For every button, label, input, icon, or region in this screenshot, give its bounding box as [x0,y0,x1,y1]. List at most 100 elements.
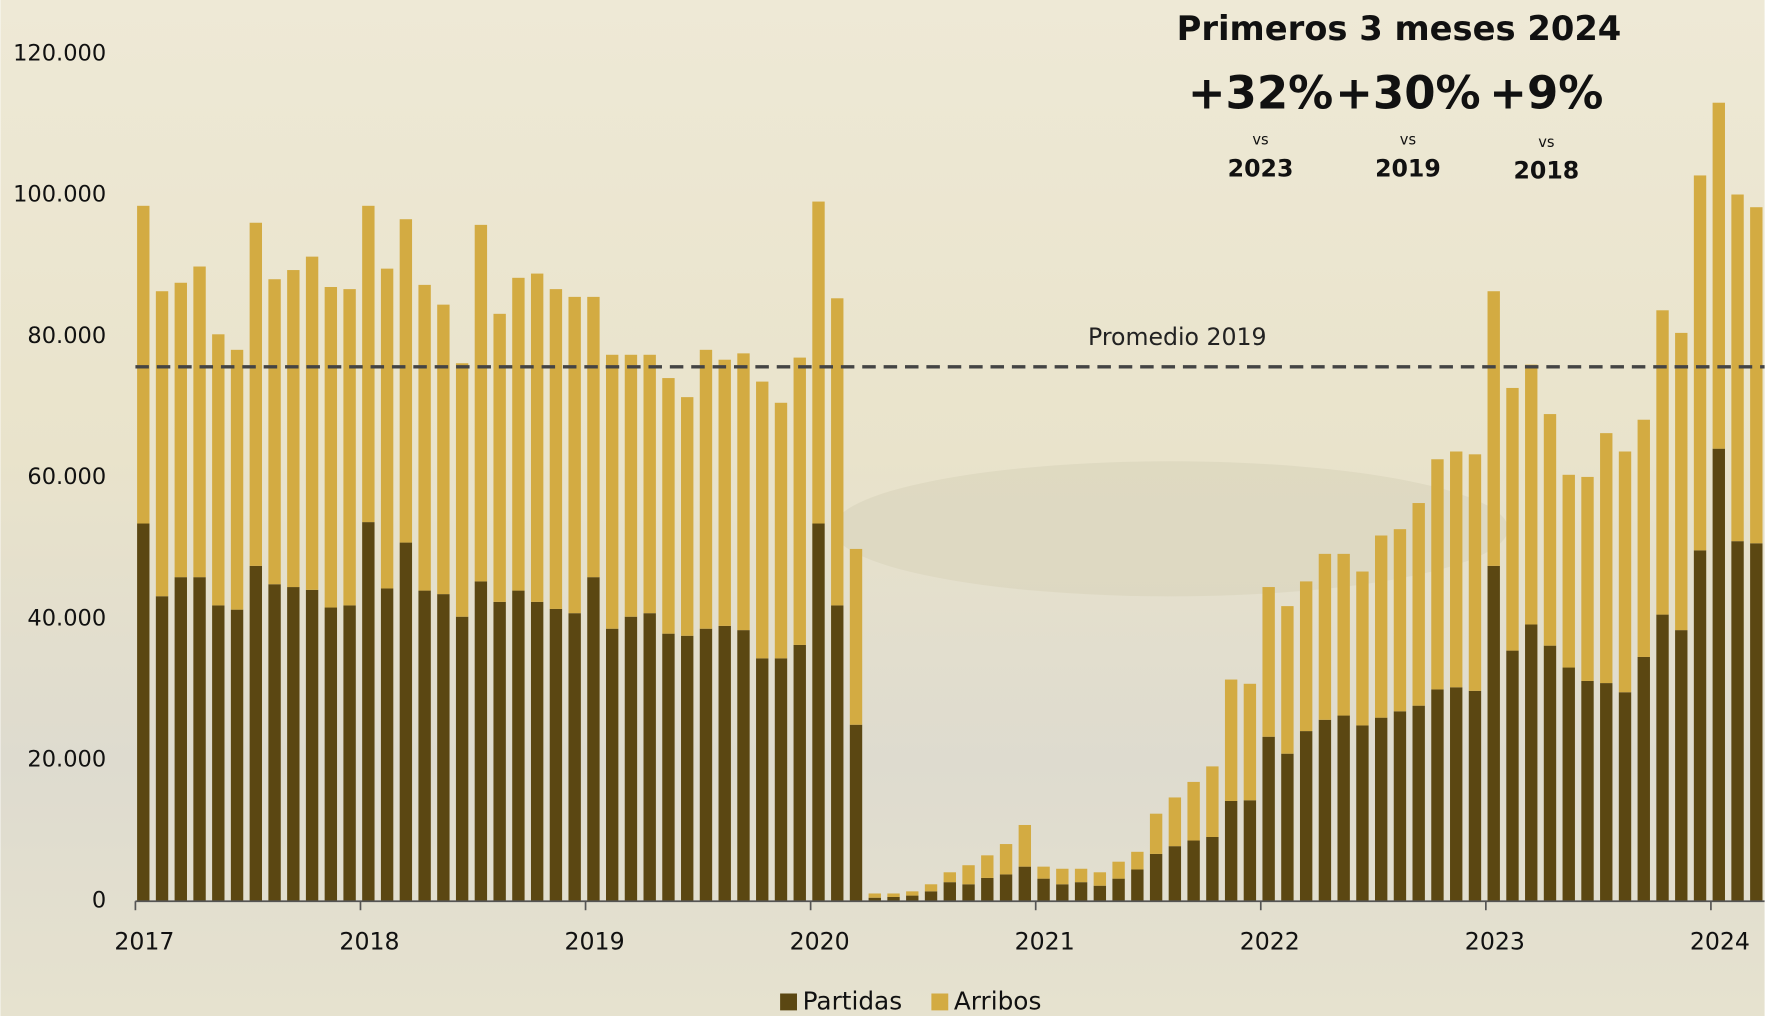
x-tick-label: 2022 [1240,927,1300,955]
y-tick-label: 60.000 [27,464,106,490]
bar-segment [137,523,150,902]
y-tick-label: 20.000 [27,747,106,773]
bar-segment [981,855,994,878]
bar-segment [812,523,825,902]
y-tick-label: 120.000 [13,41,106,67]
bar-segment [681,635,694,902]
bar-segment [1506,387,1519,651]
x-tick-label: 2021 [1015,927,1075,955]
bar-segment [287,270,300,588]
bar-segment [437,594,450,902]
annotation-change: +30% [1335,67,1480,120]
bar-segment [549,289,563,609]
bar-segment [1656,310,1669,615]
bar-segment [699,628,713,902]
bar-segment [1224,800,1238,902]
bar-segment [530,273,544,602]
bar-segment [155,596,169,902]
bar-segment [305,589,319,902]
bar-segment [380,588,394,902]
bar-segment [399,219,413,543]
bar-segment [1562,474,1575,668]
annotation-vs: vs [1400,132,1416,149]
bar-segment [1393,529,1407,712]
bar-segment [418,590,431,902]
bar-segment [793,357,806,645]
bar-segment [212,605,225,902]
bar-segment [962,884,975,902]
reference-label: Promedio 2019 [1088,323,1267,351]
bar-segment [774,402,788,659]
legend-label: Arribos [954,986,1041,1015]
annotation-title: Primeros 3 meses 2024 [1177,9,1622,48]
bar-segment [887,893,900,897]
bar-segment [1168,846,1182,902]
bar-segment [362,205,375,523]
bar-segment [1356,725,1369,902]
bar-segment [1431,689,1444,902]
bar-segment [1618,451,1632,693]
bar-segment [1149,853,1163,902]
bar-segment [1037,878,1050,902]
bar-segment [831,605,844,902]
bar-segment [1675,630,1688,902]
bar-segment [437,304,450,595]
annotation-change: +9% [1489,67,1603,120]
bar-segment [1018,824,1032,867]
bar-segment [324,286,338,608]
bar-segment [1299,731,1313,902]
bar-segment [868,893,881,898]
bar-segment [1281,606,1294,754]
bar-segment [305,256,319,590]
bar-segment [718,359,731,626]
annotation-year: 2018 [1513,157,1579,185]
bar-segment [1487,565,1500,902]
bar-segment [906,891,919,896]
bar-segment [1131,851,1144,870]
bar-segment [493,313,506,602]
bar-segment [512,277,525,591]
bar-segment [1037,866,1050,879]
bar-segment [287,587,300,902]
bar-segment [343,289,356,606]
annotation-year: 2019 [1375,154,1441,182]
bar-segment [174,577,187,902]
bar-segment [212,334,225,606]
bar-segment [662,633,675,902]
bar-segment [831,298,844,606]
bar-segment [1693,175,1707,551]
bar-segment [1187,840,1200,902]
bar-segment [943,872,956,883]
bar-segment [1243,683,1257,801]
bar-segment [1656,614,1669,902]
bar-segment [1131,869,1144,902]
bar-segment [1318,553,1332,720]
annotation-vs: vs [1252,132,1268,149]
bar-segment [474,224,488,582]
bar-segment [568,296,581,614]
bar-segment [1637,656,1650,902]
legend-swatch [780,993,797,1011]
x-tick-label: 2023 [1465,927,1525,955]
bar-segment [962,865,975,885]
bar-segment [1525,364,1538,625]
bar-segment [1525,624,1538,902]
x-tick-label: 2024 [1690,927,1750,955]
bar-segment [624,616,638,902]
bar-segment [737,630,750,902]
bar-segment [981,877,994,902]
bar-segment [868,897,881,902]
bar-segment [155,291,169,597]
bar-segment [1318,719,1332,902]
bar-segment [1412,503,1425,706]
bar-segment [1487,291,1500,566]
bar-segment [1693,550,1707,902]
bar-segment [1712,448,1725,902]
bar-segment [1074,882,1088,902]
bar-segment [1393,711,1407,902]
bar-segment [662,378,675,634]
bar-segment [1056,884,1069,902]
bar-segment [774,658,788,902]
bar-segment [1750,207,1763,544]
